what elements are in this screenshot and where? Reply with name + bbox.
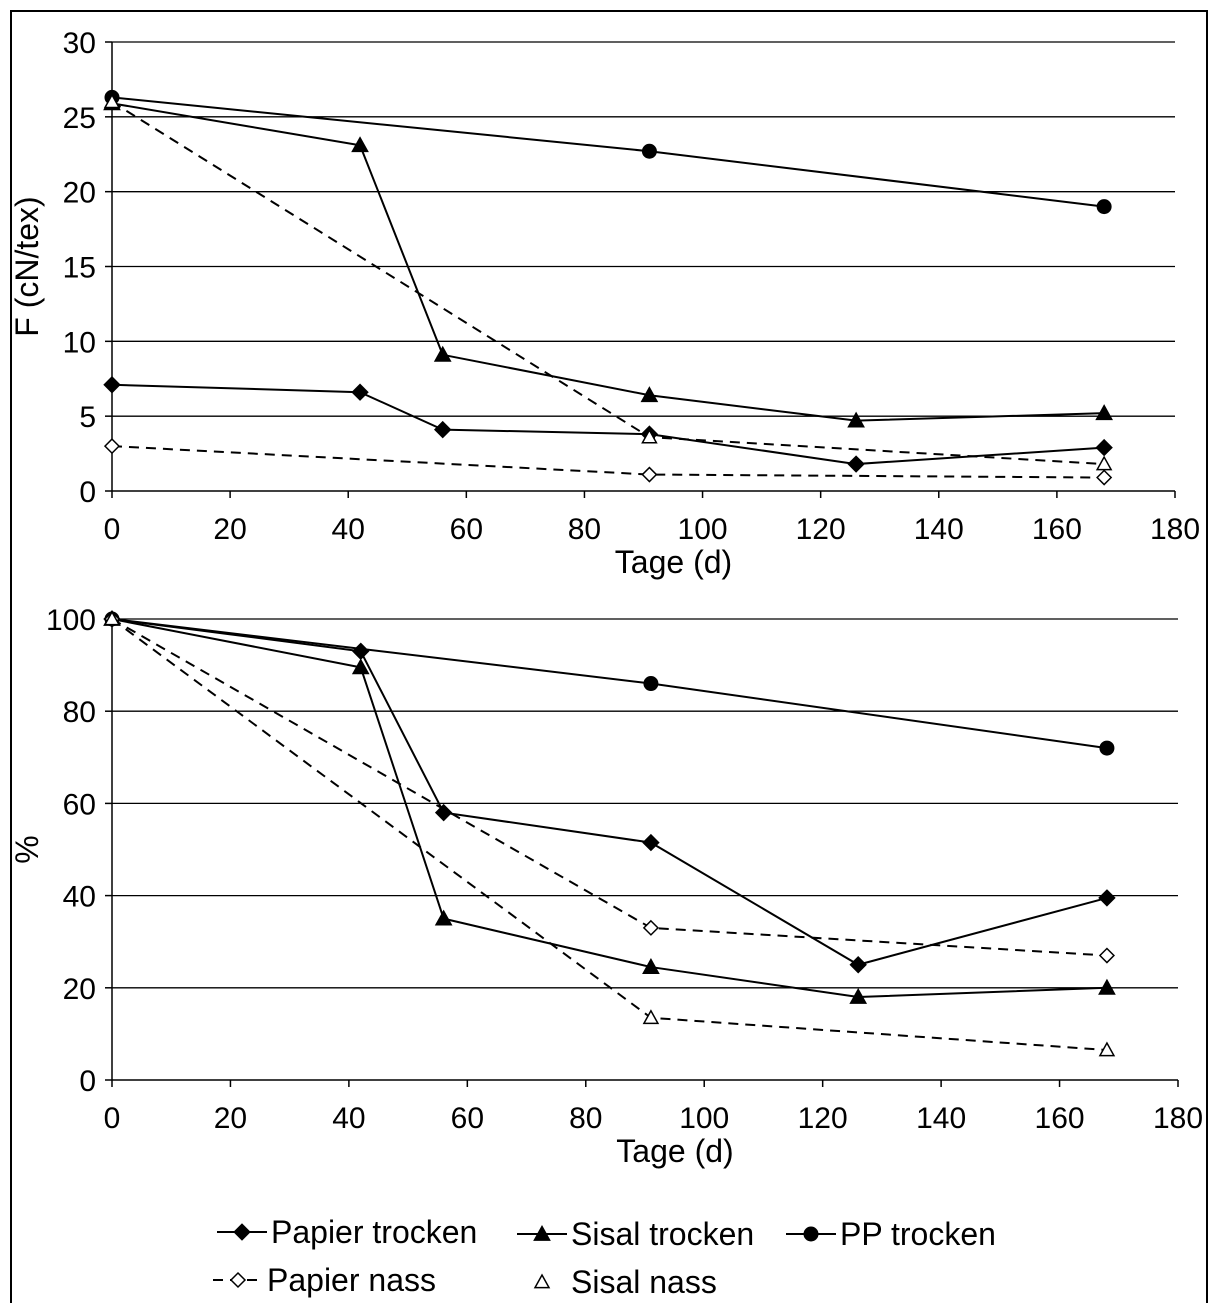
x-tick-label: 100 <box>679 1102 729 1135</box>
y-tick-label: 40 <box>63 881 96 914</box>
point-sisal-trocken <box>640 386 659 403</box>
figure-border <box>10 10 1208 1303</box>
y-tick-label: 30 <box>63 27 96 60</box>
legend-marker <box>229 1271 247 1289</box>
x-axis-label: Tage (d) <box>615 544 732 580</box>
y-tick-label: 100 <box>46 604 96 637</box>
series-line-papier-nass <box>111 445 1105 479</box>
point-papier-trocken <box>642 833 660 852</box>
point-papier-trocken <box>434 420 452 439</box>
x-tick-label: 180 <box>1150 513 1200 546</box>
x-tick-label: 160 <box>1032 513 1082 546</box>
y-tick-label: 20 <box>63 177 96 210</box>
point-pp-trocken <box>1096 199 1112 215</box>
y-tick-label: 0 <box>79 476 96 509</box>
x-tick-label: 180 <box>1153 1102 1203 1135</box>
point-sisal-nass <box>1098 1041 1116 1057</box>
series-line-sisal-trocken <box>111 618 1107 999</box>
y-tick-label: 60 <box>63 788 96 821</box>
legend-label: Papier nass <box>267 1262 436 1298</box>
legend-item-sisal-nass: Sisal nass <box>533 1264 717 1300</box>
point-papier-nass <box>641 466 658 483</box>
point-sisal-trocken <box>351 658 370 675</box>
series-line-sisal-trocken <box>111 102 1105 422</box>
legend-item-sisal-trocken: Sisal trocken <box>517 1216 754 1252</box>
legend-item-papier-nass: Papier nass <box>213 1262 436 1298</box>
x-tick-label: 120 <box>798 1102 848 1135</box>
series-line-papier-trocken <box>111 383 1105 466</box>
x-tick-label: 160 <box>1035 1102 1085 1135</box>
x-axis-label: Tage (d) <box>616 1133 733 1169</box>
point-papier-trocken <box>434 803 453 822</box>
point-papier-trocken <box>351 383 369 401</box>
point-sisal-nass <box>1095 455 1113 471</box>
legend-marker <box>533 1224 551 1241</box>
y-tick-label: 20 <box>63 973 96 1006</box>
x-tick-label: 140 <box>914 513 964 546</box>
legend: Papier trocken Sisal trocken PP trocken Pap… <box>213 1214 996 1300</box>
point-papier-trocken <box>849 956 867 974</box>
y-axis-label: F (cN/tex) <box>9 196 45 336</box>
x-tick-label: 100 <box>678 513 728 546</box>
point-sisal-trocken <box>433 345 452 362</box>
legend-marker <box>233 1223 251 1241</box>
point-papier-nass <box>1098 947 1115 964</box>
x-tick-label: 20 <box>213 513 246 546</box>
x-tick-label: 80 <box>569 1102 602 1135</box>
point-papier-nass <box>642 919 659 936</box>
x-tick-label: 0 <box>104 1102 121 1135</box>
point-sisal-nass <box>103 610 121 626</box>
y-tick-label: 15 <box>63 252 96 285</box>
x-tick-label: 80 <box>568 513 601 546</box>
chart-bottom: 0 20 40 60 80 100 0 20 40 60 80 100 120 140 160 180 Tage… <box>9 604 1203 1169</box>
point-pp-trocken <box>643 676 659 692</box>
point-sisal-nass <box>641 428 658 444</box>
legend-label: Sisal trocken <box>571 1216 754 1252</box>
point-papier-nass <box>1096 469 1113 486</box>
point-sisal-trocken <box>434 909 453 926</box>
point-sisal-nass <box>642 1009 660 1025</box>
point-papier-trocken <box>103 376 121 394</box>
x-tick-label: 140 <box>916 1102 966 1135</box>
legend-item-papier-trocken: Papier trocken <box>217 1214 477 1250</box>
point-sisal-nass <box>103 93 121 109</box>
x-tick-label: 0 <box>104 513 121 546</box>
point-pp-trocken <box>641 143 657 159</box>
legend-item-pp-trocken: PP trocken <box>786 1216 996 1252</box>
y-tick-label: 25 <box>63 102 96 135</box>
x-tick-label: 40 <box>332 1102 365 1135</box>
point-papier-trocken <box>1098 889 1116 907</box>
y-axis-label: % <box>9 835 45 863</box>
point-pp-trocken <box>1099 740 1115 756</box>
legend-label: Sisal nass <box>571 1264 717 1300</box>
point-papier-nass <box>103 438 121 455</box>
x-tick-label: 20 <box>214 1102 247 1135</box>
legend-label: Papier trocken <box>271 1214 477 1250</box>
x-tick-label: 60 <box>450 513 483 546</box>
point-sisal-trocken <box>1098 978 1116 995</box>
y-tick-label: 5 <box>79 401 96 434</box>
point-sisal-trocken <box>642 958 660 974</box>
y-tick-label: 0 <box>79 1065 96 1098</box>
point-sisal-trocken <box>351 136 369 153</box>
legend-label: PP trocken <box>840 1216 996 1252</box>
point-sisal-trocken <box>849 987 868 1004</box>
y-tick-label: 10 <box>63 326 96 359</box>
legend-marker <box>533 1273 551 1289</box>
point-sisal-trocken <box>847 411 865 428</box>
x-tick-label: 60 <box>451 1102 484 1135</box>
chart-top: 0 5 10 15 20 25 30 0 20 40 60 80 100 120 140 160 180 Tage… <box>9 27 1200 580</box>
legend-marker <box>803 1226 819 1242</box>
series-line-papier-trocken <box>111 618 1108 966</box>
point-sisal-trocken <box>1095 404 1113 421</box>
point-papier-trocken <box>847 455 865 473</box>
x-tick-label: 120 <box>796 513 846 546</box>
y-tick-label: 80 <box>63 696 96 729</box>
x-tick-label: 40 <box>332 513 365 546</box>
